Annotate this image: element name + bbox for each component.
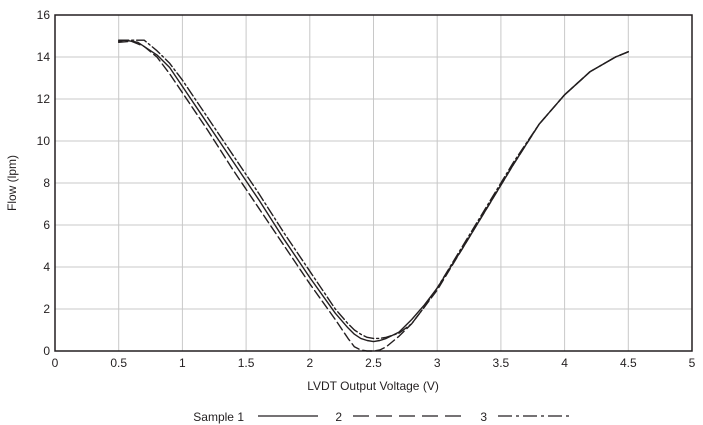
x-tick-label: 4.5 [620,356,637,370]
x-tick-label: 3.5 [493,356,510,370]
y-tick-label: 4 [43,260,50,274]
y-axis-label: Flow (lpm) [5,155,19,211]
y-tick-label: 16 [37,8,51,22]
x-tick-label: 2 [306,356,313,370]
y-tick-label: 6 [43,218,50,232]
plot-frame [54,14,693,352]
y-tick-label: 0 [43,344,50,358]
x-tick-label: 3 [434,356,441,370]
x-tick-label: 2.5 [365,356,382,370]
x-tick-labels: 0 0.5 1 1.5 2 2.5 3 3.5 4 4.5 5 [52,356,696,370]
x-axis-label: LVDT Output Voltage (V) [307,379,439,393]
x-tick-label: 0 [52,356,59,370]
y-tick-labels: 0 2 4 6 8 10 12 14 16 [37,8,51,358]
y-tick-label: 14 [37,50,51,64]
y-tick-label: 8 [43,176,50,190]
y-tick-label: 10 [37,134,51,148]
legend-label-2: 2 [335,410,342,424]
legend-label-3: 3 [480,410,487,424]
x-tick-label: 0.5 [110,356,127,370]
y-tick-label: 12 [37,92,51,106]
x-tick-label: 5 [689,356,696,370]
series-line-3 [118,39,629,340]
legend: Sample 1 2 3 [193,410,569,424]
legend-label-1: Sample 1 [193,410,244,424]
grid-lines [55,15,692,351]
y-tick-label: 2 [43,302,50,316]
x-tick-label: 4 [561,356,568,370]
x-tick-label: 1.5 [238,356,255,370]
x-tick-label: 1 [179,356,186,370]
